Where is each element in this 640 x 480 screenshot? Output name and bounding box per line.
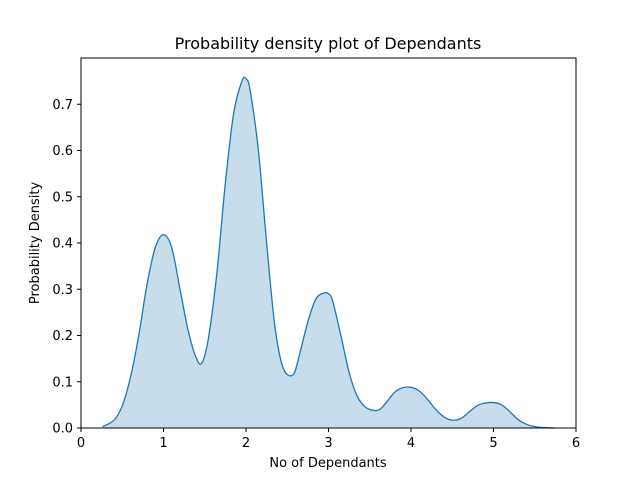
x-axis-label: No of Dependants — [269, 456, 387, 471]
x-tick-label: 2 — [242, 436, 250, 451]
y-axis-ticks: 0.0 0.1 0.2 0.3 0.4 0.5 0.6 0.7 — [52, 98, 81, 437]
plot-area — [102, 76, 555, 429]
x-tick-label: 6 — [572, 436, 580, 451]
x-tick-label: 3 — [324, 436, 332, 451]
x-tick-label: 4 — [407, 436, 415, 451]
density-fill-area — [102, 77, 555, 428]
axes-frame — [80, 57, 577, 429]
y-tick-label: 0.6 — [52, 144, 73, 159]
x-axis-ticks: 0 1 2 3 4 5 6 — [77, 428, 580, 451]
y-tick-label: 0.5 — [52, 190, 73, 205]
y-tick-label: 0.1 — [52, 375, 73, 390]
y-tick-label: 0.0 — [52, 422, 73, 437]
chart-title: Probability density plot of Dependants — [175, 34, 482, 53]
x-tick-label: 1 — [159, 436, 167, 451]
x-tick-label: 0 — [77, 436, 85, 451]
y-tick-label: 0.2 — [52, 329, 73, 344]
y-axis-label: Probability Density — [28, 182, 43, 305]
density-line — [102, 76, 555, 429]
x-tick-label: 5 — [489, 436, 497, 451]
y-tick-label: 0.7 — [52, 98, 73, 113]
y-tick-label: 0.4 — [52, 237, 73, 252]
y-tick-label: 0.3 — [52, 283, 73, 298]
